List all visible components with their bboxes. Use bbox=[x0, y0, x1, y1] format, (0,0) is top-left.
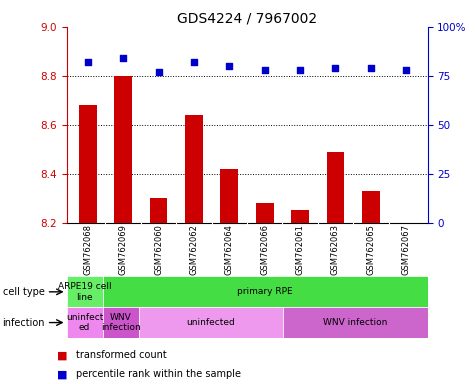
FancyBboxPatch shape bbox=[103, 307, 139, 338]
Bar bbox=[114, 76, 132, 223]
Bar bbox=[291, 210, 309, 223]
Text: ■: ■ bbox=[57, 350, 67, 360]
FancyBboxPatch shape bbox=[66, 276, 103, 307]
Text: primary RPE: primary RPE bbox=[237, 287, 293, 296]
Bar bbox=[256, 203, 274, 223]
Text: GSM762062: GSM762062 bbox=[190, 224, 199, 275]
Text: GSM762061: GSM762061 bbox=[295, 224, 304, 275]
Text: GSM762064: GSM762064 bbox=[225, 224, 234, 275]
Point bbox=[402, 67, 410, 73]
Point bbox=[190, 59, 198, 65]
Text: transformed count: transformed count bbox=[76, 350, 167, 360]
Bar bbox=[150, 198, 167, 223]
Text: GSM762069: GSM762069 bbox=[119, 224, 128, 275]
FancyBboxPatch shape bbox=[66, 307, 103, 338]
Point bbox=[261, 67, 268, 73]
Text: ARPE19 cell
line: ARPE19 cell line bbox=[58, 282, 111, 301]
Point bbox=[119, 55, 127, 61]
Point bbox=[296, 67, 304, 73]
Text: GSM762065: GSM762065 bbox=[366, 224, 375, 275]
Point bbox=[367, 65, 375, 71]
Text: GSM762066: GSM762066 bbox=[260, 224, 269, 275]
Text: infection: infection bbox=[2, 318, 45, 328]
Point bbox=[226, 63, 233, 69]
FancyBboxPatch shape bbox=[283, 307, 428, 338]
FancyBboxPatch shape bbox=[139, 307, 283, 338]
Text: GSM762060: GSM762060 bbox=[154, 224, 163, 275]
Bar bbox=[327, 152, 344, 223]
Bar bbox=[362, 191, 380, 223]
Bar bbox=[79, 105, 96, 223]
Text: uninfect
ed: uninfect ed bbox=[66, 313, 103, 332]
Point bbox=[332, 65, 339, 71]
Text: GSM762068: GSM762068 bbox=[83, 224, 92, 275]
Text: WNV infection: WNV infection bbox=[323, 318, 388, 327]
Point bbox=[84, 59, 92, 65]
Text: GSM762063: GSM762063 bbox=[331, 224, 340, 275]
Text: WNV
infection: WNV infection bbox=[101, 313, 141, 332]
Text: cell type: cell type bbox=[3, 287, 45, 297]
Text: percentile rank within the sample: percentile rank within the sample bbox=[76, 369, 241, 379]
Bar bbox=[220, 169, 238, 223]
Text: GSM762067: GSM762067 bbox=[402, 224, 411, 275]
Text: uninfected: uninfected bbox=[187, 318, 235, 327]
Point bbox=[155, 69, 162, 75]
FancyBboxPatch shape bbox=[103, 276, 428, 307]
Title: GDS4224 / 7967002: GDS4224 / 7967002 bbox=[177, 12, 317, 26]
Bar bbox=[185, 115, 203, 223]
Text: ■: ■ bbox=[57, 369, 67, 379]
